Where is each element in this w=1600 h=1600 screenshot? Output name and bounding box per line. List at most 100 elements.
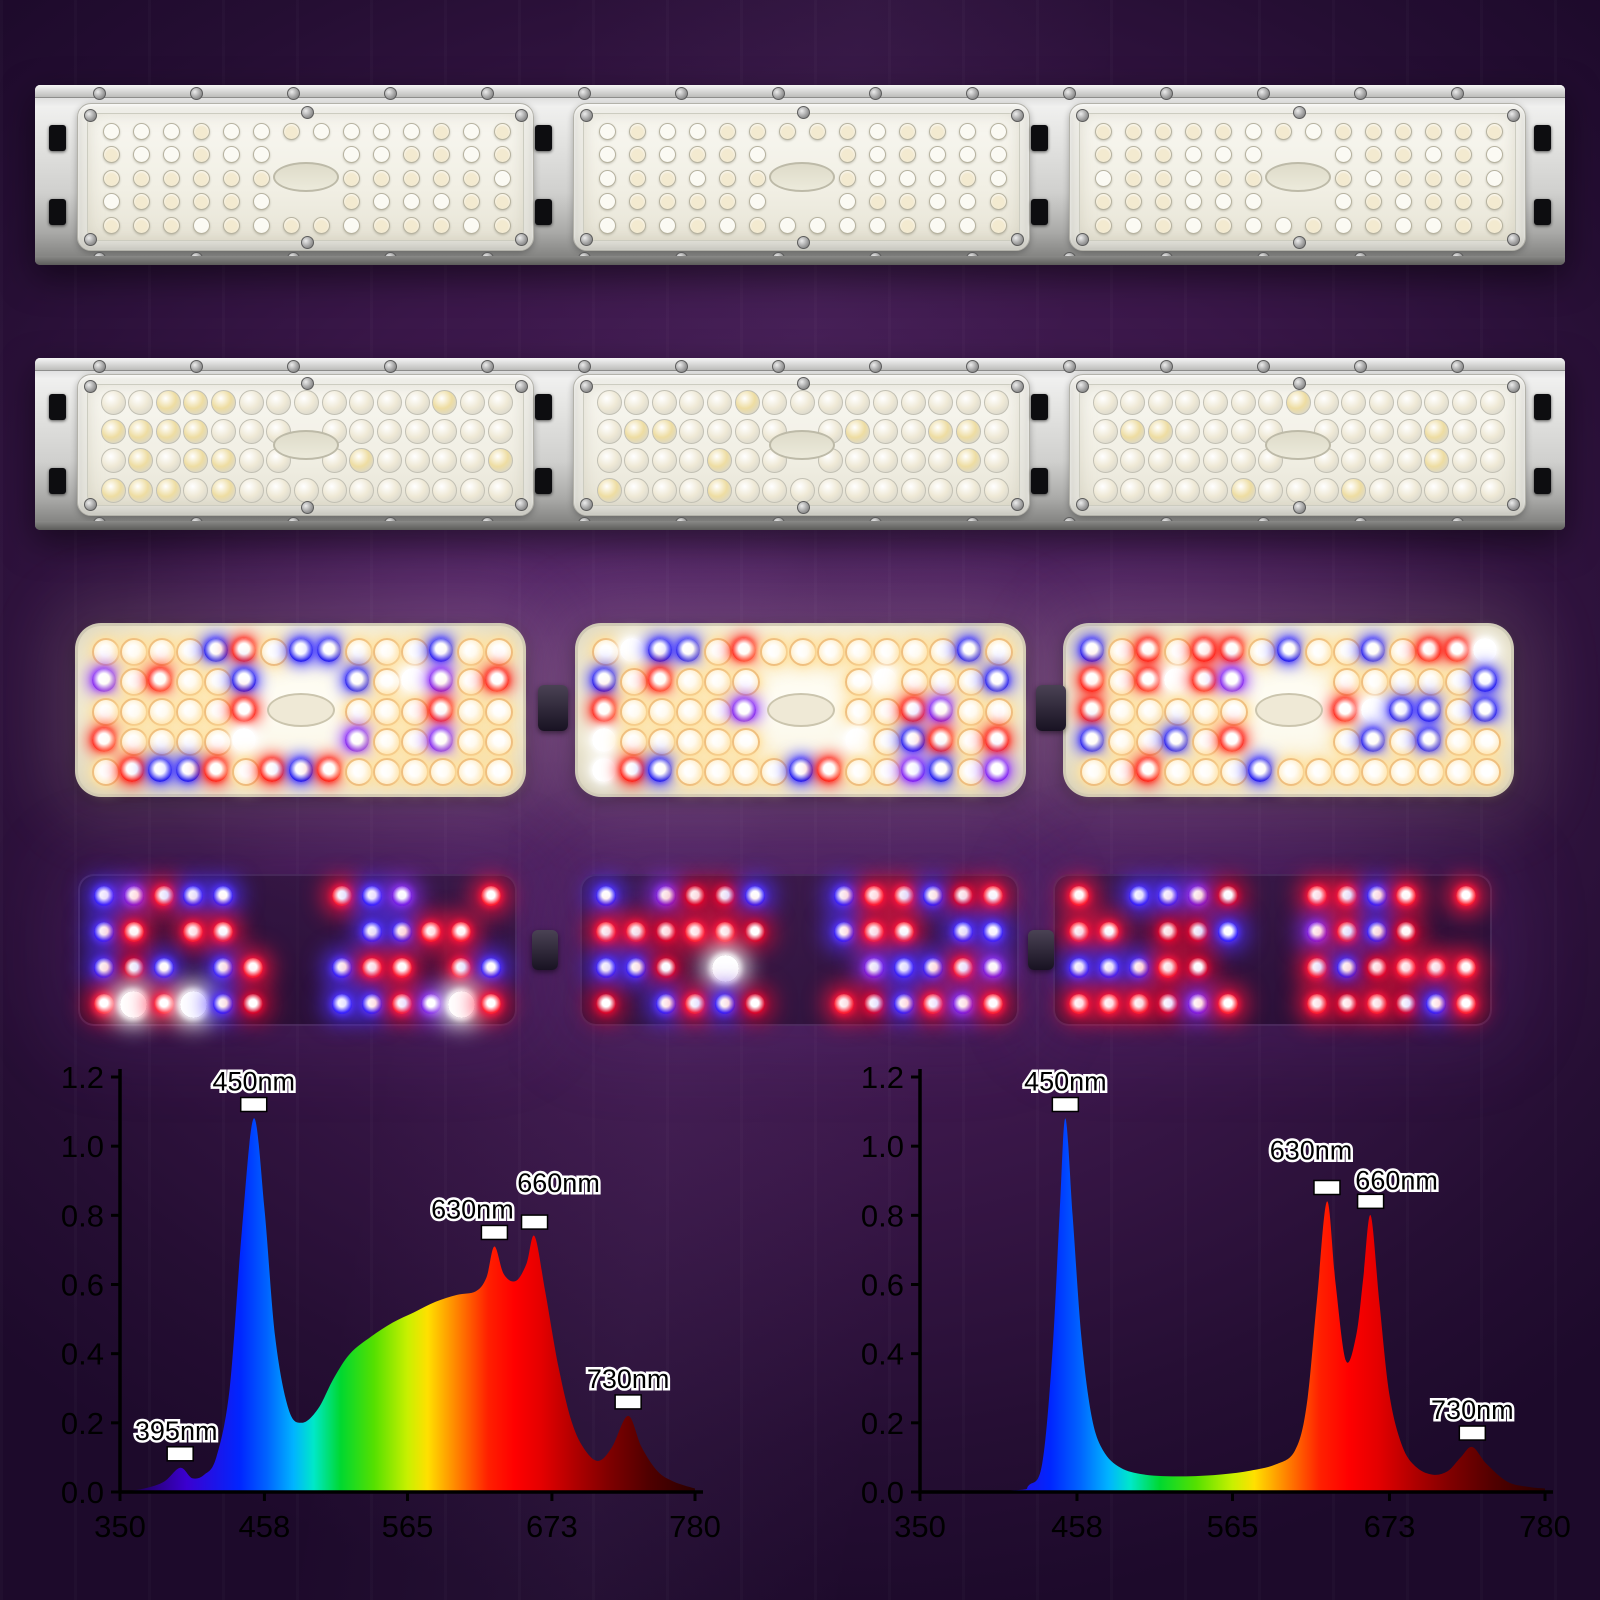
led-dot xyxy=(592,668,616,692)
led-dot xyxy=(685,922,706,942)
led-dot xyxy=(1154,169,1172,187)
module-connector-tab xyxy=(532,930,558,970)
led-dot xyxy=(1341,477,1367,503)
spectrum-chart-right: 0.0 0.2 0.4 0.6 0.8 1.0 1.2 350 458 565 673 780 450n… xyxy=(861,1060,1571,1544)
led-dot xyxy=(344,668,369,692)
led-dot xyxy=(1094,169,1112,187)
led-dot xyxy=(1360,728,1385,752)
led-dot xyxy=(596,886,616,906)
led-dot xyxy=(1366,994,1387,1014)
led-module xyxy=(77,374,534,516)
screw xyxy=(93,360,106,373)
screw xyxy=(1257,360,1270,373)
led-dot xyxy=(1307,922,1328,942)
led-dot xyxy=(459,477,485,503)
led-dot xyxy=(120,728,149,756)
led-dot xyxy=(100,389,126,415)
screw xyxy=(515,233,528,246)
peak-label: 730nm xyxy=(587,1364,670,1394)
led-dot xyxy=(288,638,313,662)
led-dot xyxy=(956,698,985,726)
screw xyxy=(1354,517,1367,530)
led-dot xyxy=(132,146,150,163)
led-dot xyxy=(192,122,210,140)
screw xyxy=(1063,87,1076,100)
led-dot xyxy=(923,994,944,1014)
led-dot xyxy=(956,728,985,756)
led-dot xyxy=(863,922,884,942)
led-dot xyxy=(900,477,926,503)
led-dot xyxy=(1230,477,1256,503)
screw xyxy=(675,87,688,100)
led-dot xyxy=(1455,193,1473,210)
led-dot xyxy=(1444,728,1473,756)
led-dot xyxy=(839,216,857,234)
led-dot xyxy=(1305,122,1323,140)
led-dot xyxy=(155,418,181,444)
led-dot xyxy=(707,389,733,415)
led-dot xyxy=(704,698,733,726)
led-dot xyxy=(704,758,733,786)
led-dot xyxy=(715,994,736,1014)
led-dot xyxy=(183,448,209,474)
screw xyxy=(481,87,494,100)
led-dot xyxy=(718,122,736,140)
led-dot xyxy=(928,638,957,666)
led-dot xyxy=(1184,169,1202,187)
led-dot xyxy=(592,698,616,722)
led-dot xyxy=(1164,668,1189,692)
led-dot xyxy=(120,638,149,666)
module-connector-tab xyxy=(1028,930,1054,970)
led-dot xyxy=(232,698,257,722)
led-dot xyxy=(1451,418,1477,444)
screw xyxy=(1160,252,1173,265)
led-dot xyxy=(628,216,646,234)
led-dot xyxy=(211,389,237,415)
led-dot xyxy=(817,477,843,503)
peak-marker xyxy=(1356,1193,1385,1210)
led-dot xyxy=(651,389,677,415)
led-dot xyxy=(732,668,761,696)
led-dot xyxy=(1098,922,1119,942)
module-lens xyxy=(1079,113,1516,241)
module-lens xyxy=(87,113,524,241)
mounting-clip xyxy=(535,394,552,420)
led-dot xyxy=(288,758,313,782)
led-dot xyxy=(1341,389,1367,415)
led-dot xyxy=(872,698,901,726)
led-dot xyxy=(238,389,264,415)
led-dot xyxy=(94,994,114,1014)
led-dot xyxy=(94,922,114,942)
led-dot xyxy=(1214,146,1232,163)
led-dot xyxy=(213,994,234,1014)
led-dot xyxy=(1455,169,1473,187)
led-dot xyxy=(282,216,300,234)
led-dot xyxy=(1451,389,1477,415)
led-dot xyxy=(1395,216,1413,234)
led-dot xyxy=(361,922,382,942)
led-dot xyxy=(1214,169,1232,187)
screw xyxy=(515,109,528,122)
led-dot xyxy=(487,477,513,503)
led-dot xyxy=(707,418,733,444)
peak-marker xyxy=(614,1394,642,1410)
led-dot xyxy=(132,169,150,187)
led-dot xyxy=(493,122,511,140)
led-dot xyxy=(900,638,929,666)
led-dot xyxy=(748,122,766,140)
led-dot xyxy=(624,389,650,415)
peak-marker xyxy=(480,1224,509,1241)
module-connector-tab xyxy=(1036,685,1066,731)
led-dot xyxy=(313,122,331,140)
led-dot xyxy=(403,169,421,187)
led-dot xyxy=(260,638,289,666)
led-dot xyxy=(128,389,154,415)
peak-marker xyxy=(1458,1425,1487,1441)
led-dot xyxy=(734,418,760,444)
screw xyxy=(1451,252,1464,265)
led-dot xyxy=(1120,448,1146,474)
led-dot xyxy=(1069,886,1089,906)
led-dot xyxy=(1416,728,1441,752)
screw xyxy=(1063,252,1076,265)
led-dot xyxy=(1147,477,1173,503)
